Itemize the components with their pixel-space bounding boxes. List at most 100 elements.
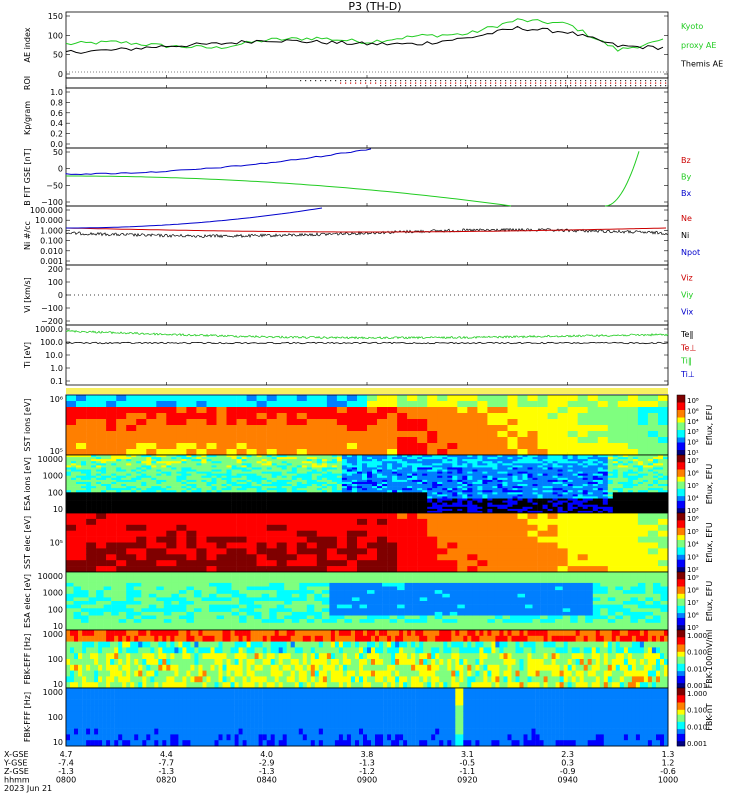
spectro-cell bbox=[607, 508, 614, 512]
spectro-cell bbox=[226, 536, 237, 543]
spectro-cell bbox=[487, 463, 493, 466]
spectro-cell bbox=[577, 473, 583, 476]
spectro-cell bbox=[151, 498, 157, 501]
spectro-cell bbox=[653, 502, 659, 505]
spectro-cell bbox=[111, 484, 117, 487]
spectro-cell bbox=[161, 479, 167, 483]
spectro-cell bbox=[522, 496, 528, 499]
spectro-cell bbox=[397, 513, 408, 520]
spectro-cell bbox=[121, 502, 127, 505]
spectro-cell bbox=[126, 494, 132, 497]
spectro-cell bbox=[572, 477, 578, 481]
spectro-cell bbox=[266, 471, 272, 474]
spectro-cell bbox=[286, 484, 292, 487]
spectro-cell bbox=[331, 477, 338, 481]
spectro-cell bbox=[392, 500, 398, 503]
spectro-cell bbox=[447, 494, 453, 497]
spectro-cell bbox=[166, 496, 172, 499]
spectro-cell bbox=[663, 465, 669, 468]
spectro-cell bbox=[271, 477, 277, 481]
spectro-cell bbox=[126, 486, 132, 489]
spectro-cell bbox=[186, 500, 192, 503]
spectro-cell bbox=[296, 443, 308, 450]
spectro-cell bbox=[547, 506, 553, 510]
spectro-cell bbox=[587, 469, 593, 472]
spectro-cell bbox=[236, 437, 247, 444]
spectro-cell bbox=[136, 506, 142, 510]
spectro-cell bbox=[407, 413, 418, 420]
spectro-cell bbox=[617, 479, 624, 483]
spectro-cell bbox=[276, 506, 282, 510]
spectro-cell bbox=[106, 496, 112, 499]
spectro-cell bbox=[301, 510, 308, 514]
spectro-cell bbox=[191, 473, 197, 476]
spectro-cell bbox=[201, 479, 207, 483]
spectro-cell bbox=[547, 486, 553, 489]
spectro-cell bbox=[241, 467, 247, 470]
spectro-cell bbox=[246, 449, 257, 456]
spectro-cell bbox=[367, 496, 373, 499]
legend-density-1: Ni bbox=[681, 231, 689, 240]
spectro-cell bbox=[281, 496, 287, 499]
colorbar-cell bbox=[677, 440, 685, 443]
spectro-cell bbox=[447, 459, 453, 462]
spectro-cell bbox=[617, 471, 624, 474]
spectro-cell bbox=[216, 479, 222, 483]
spectro-cell bbox=[452, 479, 458, 483]
spectro-cell bbox=[562, 502, 568, 505]
spectro-cell bbox=[397, 425, 408, 432]
spectro-cell bbox=[346, 425, 358, 432]
spectro-cell bbox=[592, 455, 599, 458]
roi-dot bbox=[505, 85, 507, 87]
colorbar-cell bbox=[677, 486, 685, 490]
spectro-cell bbox=[176, 502, 182, 505]
spectro-cell bbox=[417, 457, 423, 460]
spectro-cell bbox=[387, 548, 398, 555]
spectro-cell bbox=[627, 401, 639, 408]
spectro-cell bbox=[326, 455, 333, 458]
ylabel-density: Ni #/cc bbox=[23, 221, 32, 250]
spectro-cell bbox=[497, 490, 503, 493]
spectro-cell bbox=[487, 455, 493, 458]
spectro-cell bbox=[216, 498, 222, 501]
spectro-cell bbox=[166, 500, 172, 503]
spectro-cell bbox=[387, 395, 398, 402]
spectro-cell bbox=[658, 463, 664, 466]
spectro-cell bbox=[71, 490, 77, 493]
spectro-cell bbox=[346, 494, 353, 497]
spectro-cell bbox=[437, 518, 448, 526]
spectro-cell bbox=[146, 498, 152, 501]
spectro-cell bbox=[437, 494, 443, 497]
spectro-cell bbox=[442, 488, 448, 491]
spectro-cell bbox=[427, 560, 438, 567]
spectro-cell bbox=[186, 407, 197, 414]
spectro-cell bbox=[221, 457, 227, 460]
spectro-cell bbox=[527, 443, 538, 450]
spectro-cell bbox=[562, 498, 568, 501]
spectro-cell bbox=[582, 490, 588, 493]
spectro-cell bbox=[226, 500, 232, 503]
spectro-cell bbox=[497, 513, 508, 520]
spectro-cell bbox=[617, 500, 624, 503]
spectro-cell bbox=[206, 425, 217, 432]
spectro-cell bbox=[236, 475, 242, 479]
spectro-cell bbox=[502, 479, 508, 483]
roi-dot bbox=[565, 85, 567, 87]
spectro-cell bbox=[196, 500, 202, 503]
spectro-cell bbox=[286, 475, 292, 479]
spectro-cell bbox=[658, 488, 664, 491]
spectro-cell bbox=[627, 498, 634, 501]
spectro-cell bbox=[316, 449, 328, 456]
spectro-cell bbox=[116, 469, 122, 472]
spectro-cell bbox=[557, 459, 563, 462]
spectro-cell bbox=[336, 508, 343, 512]
spectro-cell bbox=[632, 500, 639, 503]
spectro-cell bbox=[367, 467, 373, 470]
spectro-cell bbox=[156, 504, 162, 508]
spectro-cell bbox=[517, 419, 528, 426]
spectro-cell bbox=[146, 496, 152, 499]
spectro-cell bbox=[542, 486, 548, 489]
spectro-cell bbox=[627, 486, 634, 489]
spectro-cell bbox=[201, 469, 207, 472]
spectro-cell bbox=[537, 401, 548, 408]
